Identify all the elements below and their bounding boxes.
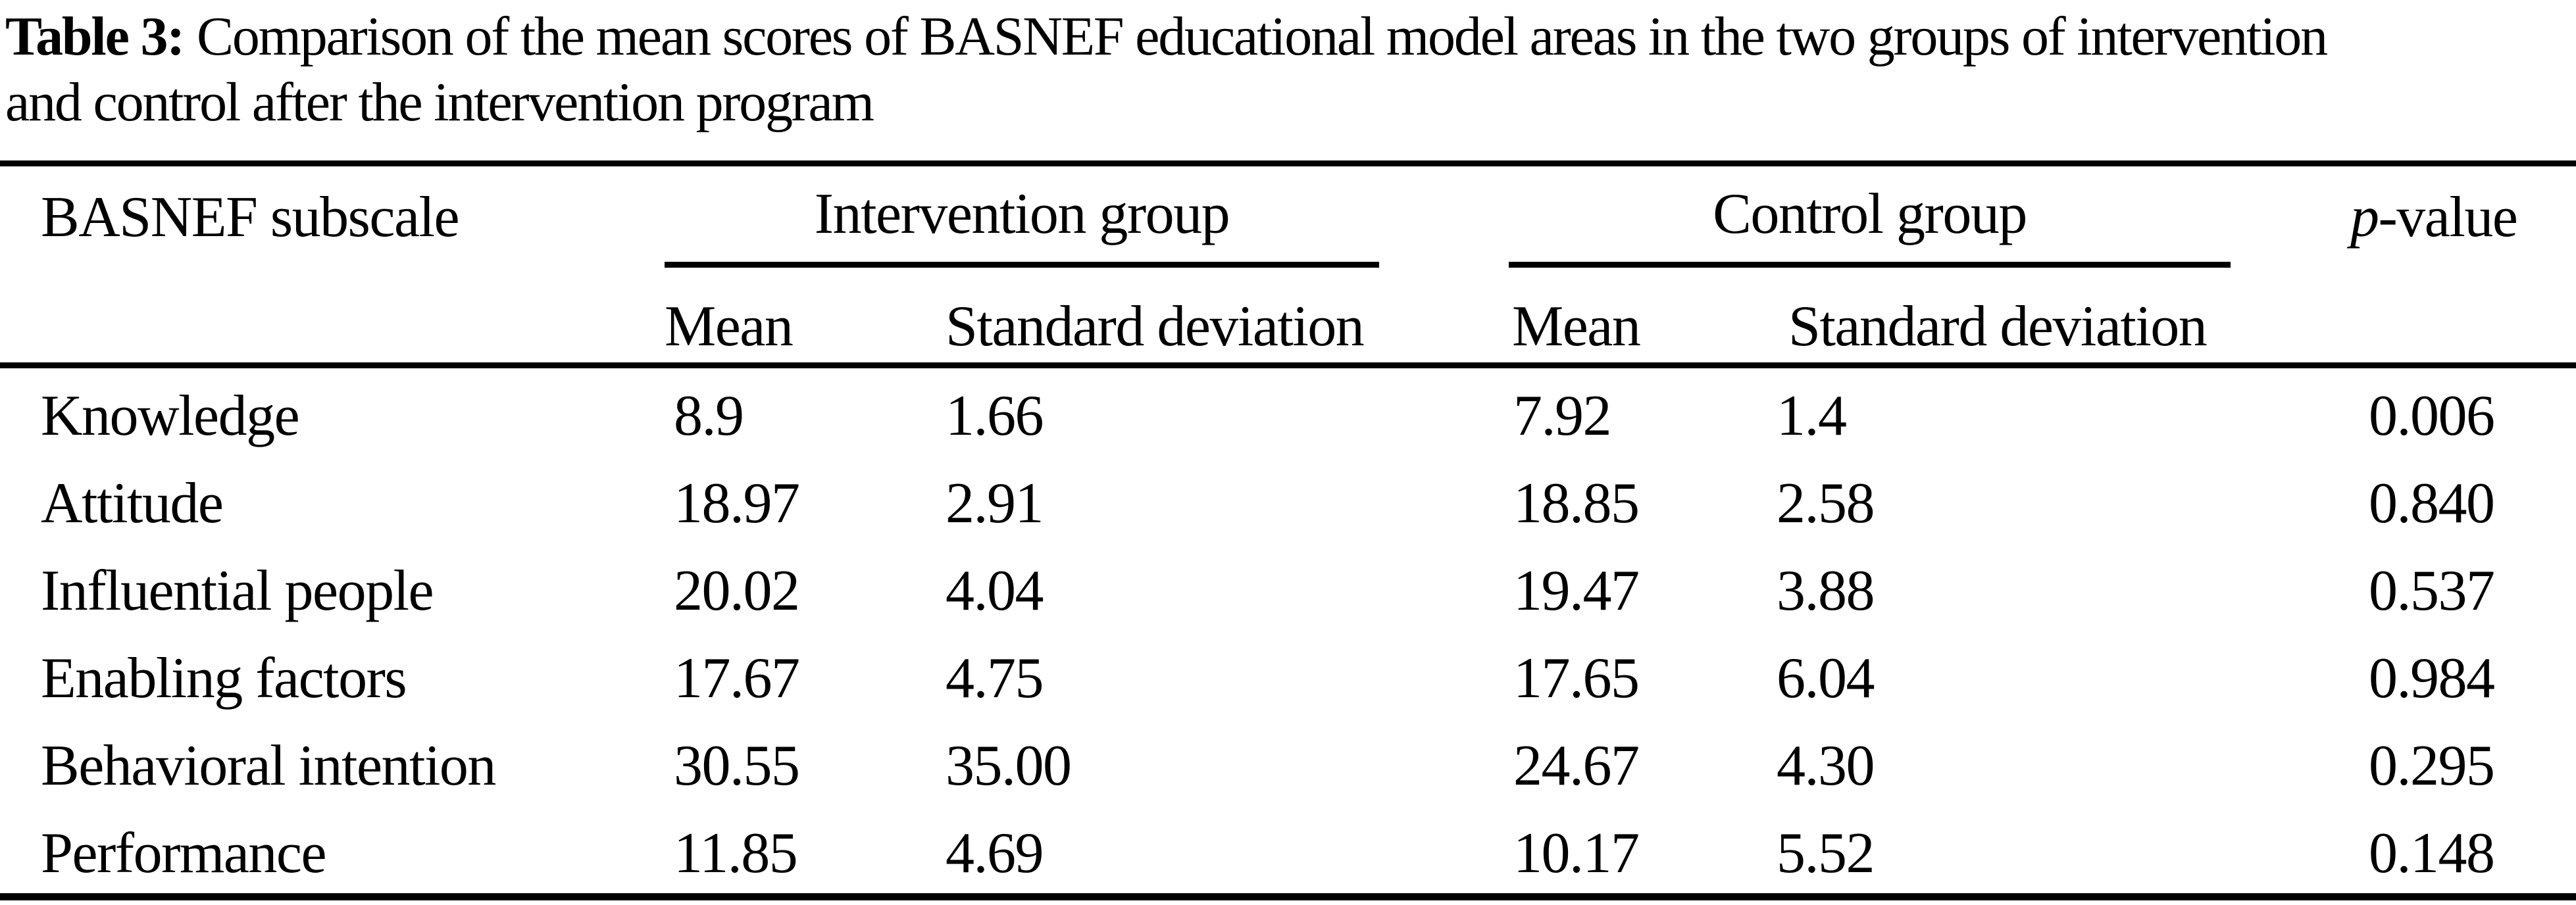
cell-p-value: 0.006 [2369,384,2495,448]
table-number-label: Table 3: [5,6,185,67]
cell-subscale: Behavioral intention [41,734,496,798]
cell-p-value: 0.295 [2369,734,2495,798]
cell-intervention-mean: 20.02 [674,559,800,623]
cell-control-sd: 3.88 [1777,559,1875,623]
cell-intervention-mean: 11.85 [674,821,798,885]
header-control-mean: Mean [1509,268,1777,368]
cell-subscale: Knowledge [41,384,300,448]
cell-p-value: 0.840 [2369,472,2495,535]
cell-control-mean: 17.65 [1513,647,1640,710]
cell-intervention-sd: 4.75 [946,647,1044,710]
cell-control-sd: 5.52 [1777,821,1875,885]
cell-p-value: 0.984 [2369,647,2495,710]
results-table: BASNEF subscale Intervention group Contr… [0,160,2576,900]
cell-intervention-sd: 35.00 [946,734,1072,798]
cell-intervention-mean: 18.97 [674,472,800,535]
header-empty-cell [2350,268,2576,368]
cell-control-sd: 1.4 [1777,384,1847,448]
cell-intervention-sd: 2.91 [946,472,1044,535]
cell-intervention-sd: 4.04 [946,559,1044,623]
header-control-group-cell: Control group [1509,166,2350,268]
cell-control-sd: 6.04 [1777,647,1875,710]
table-caption-line2: and control after the intervention progr… [5,72,874,133]
header-empty-cell [0,268,665,368]
cell-control-mean: 10.17 [1513,821,1640,885]
header-intervention-group-cell: Intervention group [665,166,1509,268]
p-value-italic-p: p [2350,185,2379,249]
cell-subscale: Performance [41,821,327,885]
table-caption-text: Comparison of the mean scores of BASNEF … [197,6,2328,67]
cell-intervention-sd: 4.69 [946,821,1044,885]
cell-control-mean: 19.47 [1513,559,1640,623]
table-caption: Table 3: Comparison of the mean scores of… [0,0,2576,160]
header-p-value: p -value [2350,166,2576,268]
cell-control-mean: 18.85 [1513,472,1640,535]
cell-intervention-mean: 17.67 [674,647,800,710]
cell-control-sd: 4.30 [1777,734,1875,798]
header-control-sd: Standard deviation [1777,268,2350,368]
cell-intervention-mean: 30.55 [674,734,800,798]
header-intervention-mean: Mean [665,268,946,368]
cell-subscale: Attitude [41,472,224,535]
cell-intervention-mean: 8.9 [674,384,744,448]
cell-control-mean: 24.67 [1513,734,1640,798]
cell-control-sd: 2.58 [1777,472,1875,535]
header-basnef-subscale: BASNEF subscale [41,185,460,249]
p-value-suffix: -value [2378,185,2518,249]
cell-subscale: Enabling factors [41,647,407,710]
cell-p-value: 0.148 [2369,821,2495,885]
cell-p-value: 0.537 [2369,559,2495,623]
cell-intervention-sd: 1.66 [946,384,1044,448]
cell-control-mean: 7.92 [1513,384,1612,448]
cell-subscale: Influential people [41,559,434,623]
table-caption-line1: Table 3: Comparison of the mean scores of… [5,4,2576,70]
control-group-header: Control group [1509,166,2231,268]
header-intervention-sd: Standard deviation [946,268,1509,368]
intervention-group-header: Intervention group [665,166,1379,268]
